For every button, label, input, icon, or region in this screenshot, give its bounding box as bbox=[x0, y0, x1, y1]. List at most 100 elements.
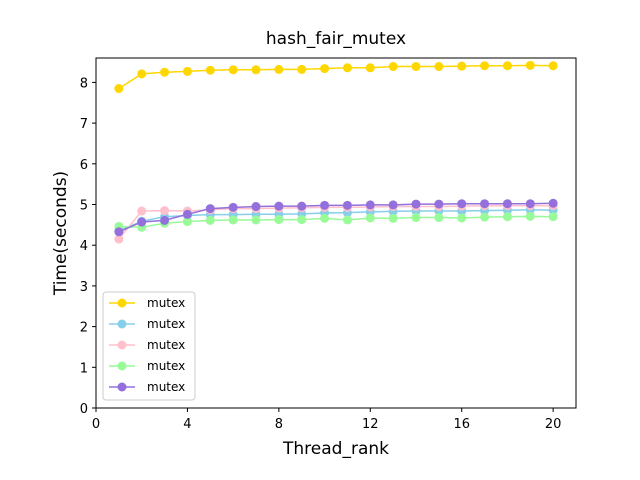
data-point bbox=[548, 198, 558, 208]
data-point bbox=[114, 234, 124, 244]
data-point bbox=[342, 63, 352, 73]
data-point bbox=[434, 62, 444, 72]
y-tick-label: 1 bbox=[80, 361, 88, 376]
data-point bbox=[548, 212, 558, 222]
data-point bbox=[320, 213, 330, 223]
legend-item-5: mutex bbox=[109, 380, 185, 394]
y-tick-label: 5 bbox=[80, 199, 88, 214]
data-point bbox=[205, 204, 215, 214]
x-tick-label: 20 bbox=[545, 417, 562, 432]
data-point bbox=[160, 67, 170, 77]
data-point bbox=[182, 217, 192, 227]
data-point bbox=[457, 61, 467, 71]
data-point bbox=[388, 213, 398, 223]
data-point bbox=[411, 213, 421, 223]
data-point bbox=[411, 199, 421, 209]
data-point bbox=[502, 199, 512, 209]
y-tick-label: 7 bbox=[80, 117, 88, 132]
data-point bbox=[160, 215, 170, 225]
data-point bbox=[205, 215, 215, 225]
data-point bbox=[388, 62, 398, 72]
data-point bbox=[480, 199, 490, 209]
data-point bbox=[297, 201, 307, 211]
y-tick-label: 8 bbox=[80, 76, 88, 91]
y-axis-title: Time(seconds) bbox=[51, 171, 71, 296]
data-point bbox=[457, 213, 467, 223]
data-point bbox=[525, 211, 535, 221]
y-tick-label: 0 bbox=[80, 402, 88, 417]
data-point bbox=[502, 212, 512, 222]
legend-label: mutex bbox=[147, 380, 185, 394]
data-point bbox=[320, 64, 330, 74]
legend: mutex mutex mutex mutex mutex bbox=[102, 291, 196, 401]
legend-swatch-marker bbox=[117, 382, 127, 392]
data-point bbox=[525, 199, 535, 209]
legend-swatch-marker bbox=[117, 361, 127, 371]
data-point bbox=[251, 202, 261, 212]
data-point bbox=[137, 206, 147, 216]
legend-label: mutex bbox=[147, 359, 185, 373]
data-point bbox=[297, 64, 307, 74]
x-tick-label: 16 bbox=[453, 417, 470, 432]
x-tick-label: 8 bbox=[275, 417, 283, 432]
data-point bbox=[228, 215, 238, 225]
data-point bbox=[297, 215, 307, 225]
chart-title: hash_fair_mutex bbox=[266, 29, 406, 49]
data-point bbox=[228, 202, 238, 212]
legend-item-2: mutex bbox=[109, 317, 185, 331]
legend-swatch-marker bbox=[117, 340, 127, 350]
data-point bbox=[342, 215, 352, 225]
data-point bbox=[365, 213, 375, 223]
legend-label: mutex bbox=[147, 317, 185, 331]
data-point bbox=[251, 65, 261, 75]
x-tick-label: 12 bbox=[362, 417, 379, 432]
y-axis: 0 1 2 3 4 5 6 7 8 bbox=[80, 76, 96, 417]
data-point bbox=[365, 200, 375, 210]
data-point bbox=[137, 217, 147, 227]
data-point bbox=[228, 65, 238, 75]
data-point bbox=[388, 200, 398, 210]
data-point bbox=[274, 215, 284, 225]
data-point bbox=[548, 61, 558, 71]
data-point bbox=[480, 61, 490, 71]
data-point bbox=[411, 62, 421, 72]
x-tick-label: 0 bbox=[92, 417, 100, 432]
legend-label: mutex bbox=[147, 296, 185, 310]
legend-label: mutex bbox=[147, 338, 185, 352]
data-point bbox=[160, 206, 170, 216]
legend-item-1: mutex bbox=[109, 296, 185, 310]
series-5 bbox=[114, 198, 558, 237]
data-point bbox=[182, 209, 192, 219]
series-1 bbox=[114, 60, 558, 94]
data-point bbox=[251, 215, 261, 225]
data-point bbox=[137, 69, 147, 79]
data-point bbox=[502, 61, 512, 71]
y-tick-label: 4 bbox=[80, 239, 88, 254]
data-point bbox=[342, 200, 352, 210]
data-point bbox=[274, 64, 284, 74]
series-layer bbox=[114, 60, 558, 244]
data-point bbox=[480, 212, 490, 222]
legend-swatch-marker bbox=[117, 298, 127, 308]
data-point bbox=[182, 66, 192, 76]
data-point bbox=[320, 200, 330, 210]
x-axis: 0 4 8 12 16 20 bbox=[92, 408, 562, 432]
data-point bbox=[114, 227, 124, 237]
data-point bbox=[205, 65, 215, 75]
data-point bbox=[457, 199, 467, 209]
data-point bbox=[274, 201, 284, 211]
series-4 bbox=[114, 211, 558, 232]
y-tick-label: 3 bbox=[80, 280, 88, 295]
legend-item-4: mutex bbox=[109, 359, 185, 373]
data-point bbox=[434, 213, 444, 223]
data-point bbox=[434, 199, 444, 209]
x-axis-title: Thread_rank bbox=[282, 439, 389, 459]
y-tick-label: 2 bbox=[80, 321, 88, 336]
legend-item-3: mutex bbox=[109, 338, 185, 352]
data-point bbox=[525, 60, 535, 70]
legend-swatch-marker bbox=[117, 319, 127, 329]
data-point bbox=[114, 84, 124, 94]
legend-box bbox=[102, 291, 196, 401]
data-point bbox=[365, 63, 375, 73]
